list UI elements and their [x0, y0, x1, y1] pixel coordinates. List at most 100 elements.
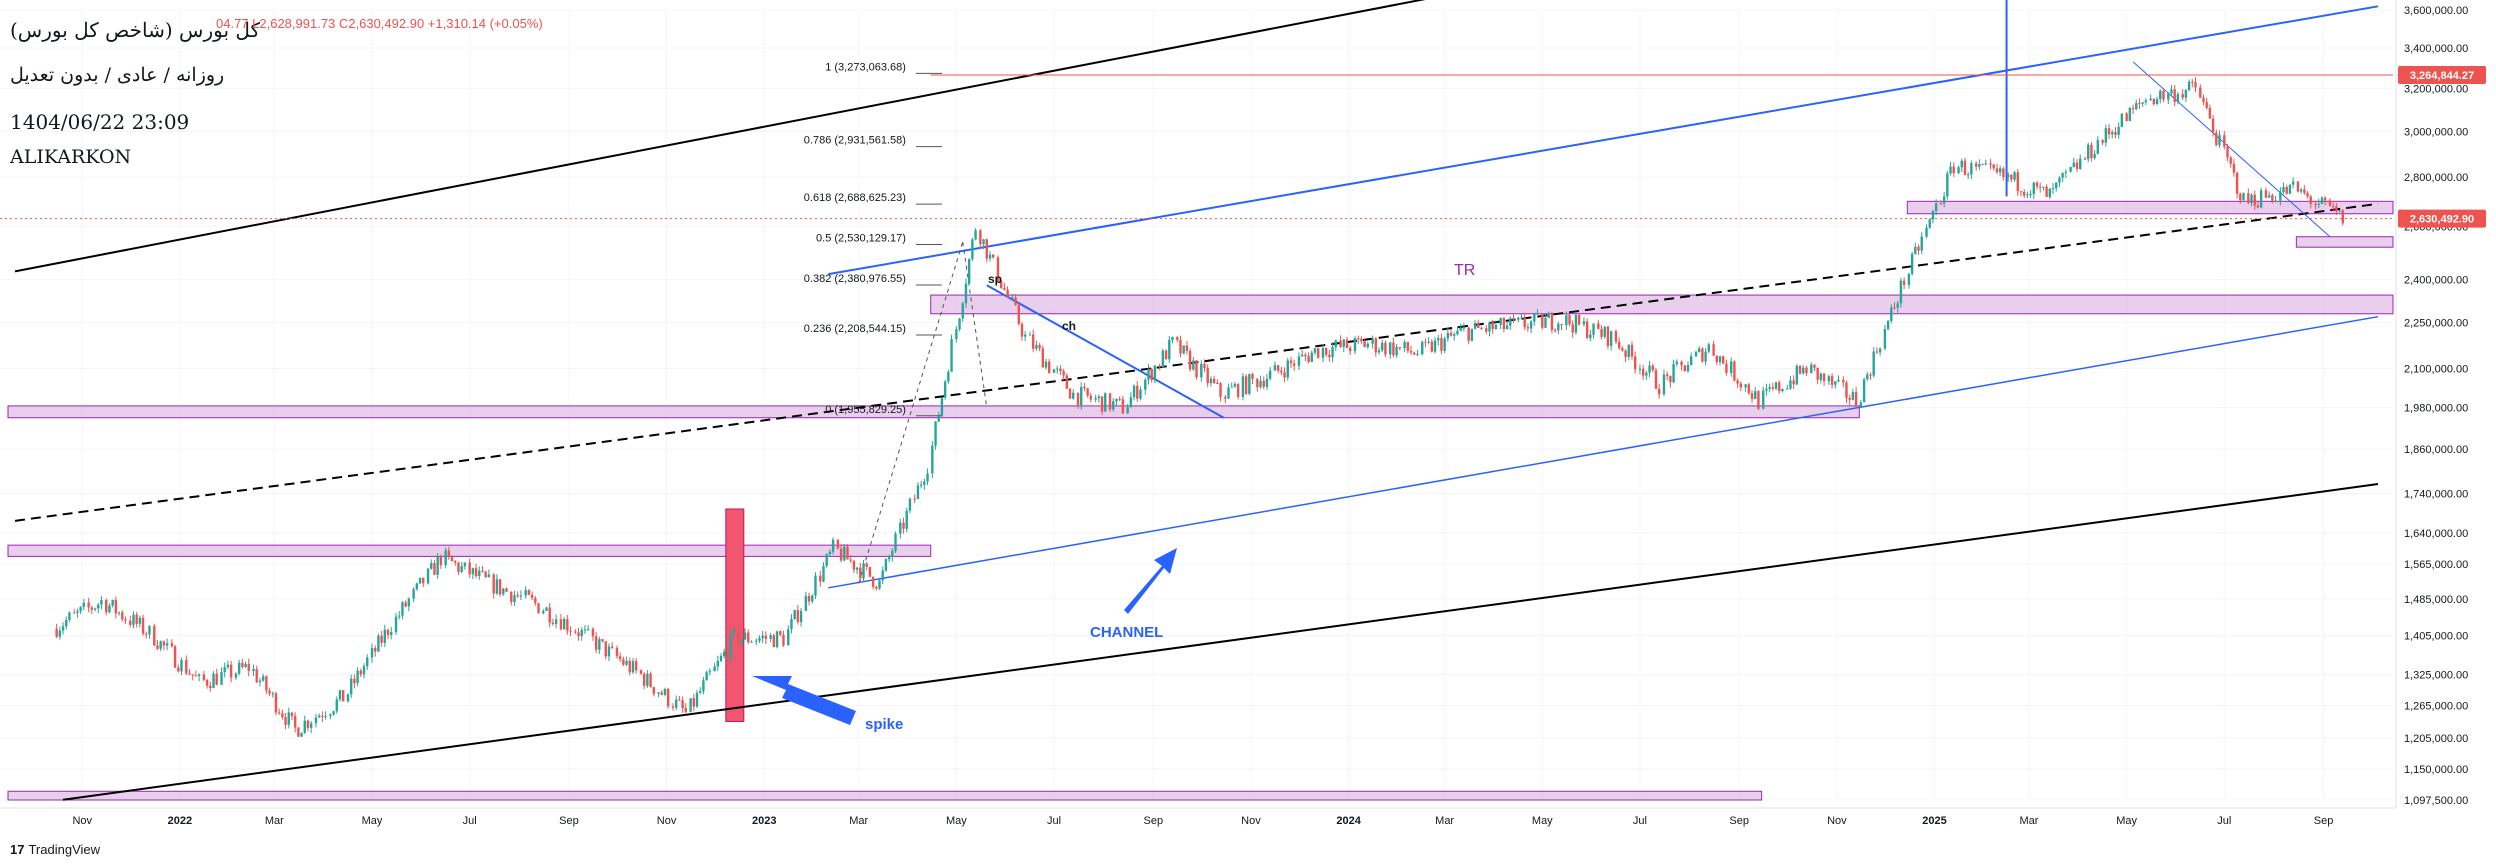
candle	[1150, 369, 1153, 381]
candle	[790, 618, 793, 630]
candle	[1553, 330, 1557, 332]
candle	[695, 692, 699, 707]
fib-anchor-line	[962, 241, 988, 408]
price-axis[interactable]: 3,600,000.00 3,400,000.00 3,200,000.00 3,00…	[2395, 0, 2468, 808]
candle	[2341, 210, 2344, 224]
candle	[2064, 171, 2068, 173]
spike-arrow-icon	[752, 676, 856, 725]
candle	[2125, 113, 2128, 122]
candle	[1236, 384, 1240, 397]
candle	[1348, 347, 1352, 352]
candle	[2271, 195, 2274, 201]
candle	[1014, 297, 1017, 306]
candle	[2267, 195, 2271, 198]
candle	[1536, 313, 1539, 315]
candle	[755, 640, 758, 642]
tradingview-logo[interactable]: 17 TradingView	[10, 842, 101, 857]
candle	[1100, 396, 1104, 412]
x-tick-label: Mar	[1435, 815, 1454, 827]
candle	[1718, 356, 1722, 363]
candle	[859, 567, 862, 579]
fib-level-label: 0 (1,955,829.25)	[825, 404, 906, 416]
candle	[1473, 322, 1477, 329]
candle	[2226, 146, 2229, 158]
candle	[782, 634, 785, 646]
candle	[2013, 172, 2016, 180]
annotation-arrows	[752, 548, 1177, 725]
candle	[335, 699, 338, 712]
candle	[591, 628, 595, 637]
candle	[2167, 93, 2170, 100]
candle	[750, 641, 753, 643]
channel-top-black	[14, 0, 1426, 273]
candle	[1939, 203, 1943, 205]
candle	[1011, 297, 1014, 299]
candle	[1502, 318, 1506, 330]
candle	[2282, 187, 2285, 192]
candle	[132, 614, 135, 625]
candle	[2218, 135, 2221, 146]
candle	[1216, 383, 1219, 385]
candle	[1307, 356, 1310, 362]
candle	[1694, 351, 1698, 357]
candle	[484, 571, 487, 578]
candle	[1398, 346, 1402, 349]
candle	[811, 595, 814, 602]
candle	[329, 714, 332, 717]
candle	[2291, 181, 2295, 185]
candle	[1118, 398, 1121, 400]
x-tick-label: Nov	[1241, 815, 1261, 827]
candle	[1722, 356, 1725, 364]
support-zone	[2295, 236, 2394, 248]
candle	[1276, 365, 1280, 371]
candle	[887, 556, 891, 560]
candle	[1627, 344, 1630, 357]
candle	[964, 283, 968, 304]
candle	[1960, 160, 1963, 168]
candle	[1883, 329, 1887, 349]
candle	[2128, 108, 2132, 122]
candle	[961, 303, 964, 319]
candle	[1161, 350, 1165, 368]
fib-level-label: 0.5 (2,530,129.17)	[816, 233, 906, 245]
candle	[846, 546, 849, 560]
candle	[2022, 191, 2026, 196]
channel-bottom-blue	[828, 315, 2379, 589]
candle	[772, 635, 776, 648]
candle	[950, 339, 953, 372]
time-axis[interactable]: Nov 2022 Mar May Jul Sep Nov 2023 Mar May Jul Sep No…	[0, 807, 2396, 827]
candle	[2120, 113, 2124, 127]
candle	[1115, 398, 1118, 402]
candle	[209, 685, 212, 689]
candle	[1672, 364, 1675, 383]
candle	[1701, 348, 1704, 362]
candle	[1963, 160, 1967, 176]
candle	[2149, 98, 2152, 101]
candle	[1669, 376, 1672, 383]
candle	[996, 257, 1000, 281]
candle	[495, 579, 499, 594]
candle	[447, 550, 451, 556]
candle	[1834, 381, 1837, 385]
candle	[705, 672, 708, 681]
candle	[747, 632, 750, 642]
candle	[974, 230, 977, 240]
candle	[1648, 365, 1651, 373]
candle	[1544, 317, 1547, 328]
candle	[1978, 164, 1981, 167]
candle	[908, 498, 912, 511]
candle	[2035, 182, 2039, 187]
candle	[1176, 336, 1179, 340]
candle	[1321, 347, 1325, 358]
support-zone	[1906, 200, 2394, 215]
candle	[1810, 364, 1813, 374]
candle	[2296, 181, 2300, 192]
candle	[2187, 81, 2191, 90]
x-tick-label: Nov	[72, 815, 92, 827]
candle	[1384, 342, 1387, 355]
candle	[2069, 167, 2072, 172]
candle	[1363, 341, 1366, 348]
candle	[234, 673, 238, 678]
candle	[2138, 103, 2141, 105]
